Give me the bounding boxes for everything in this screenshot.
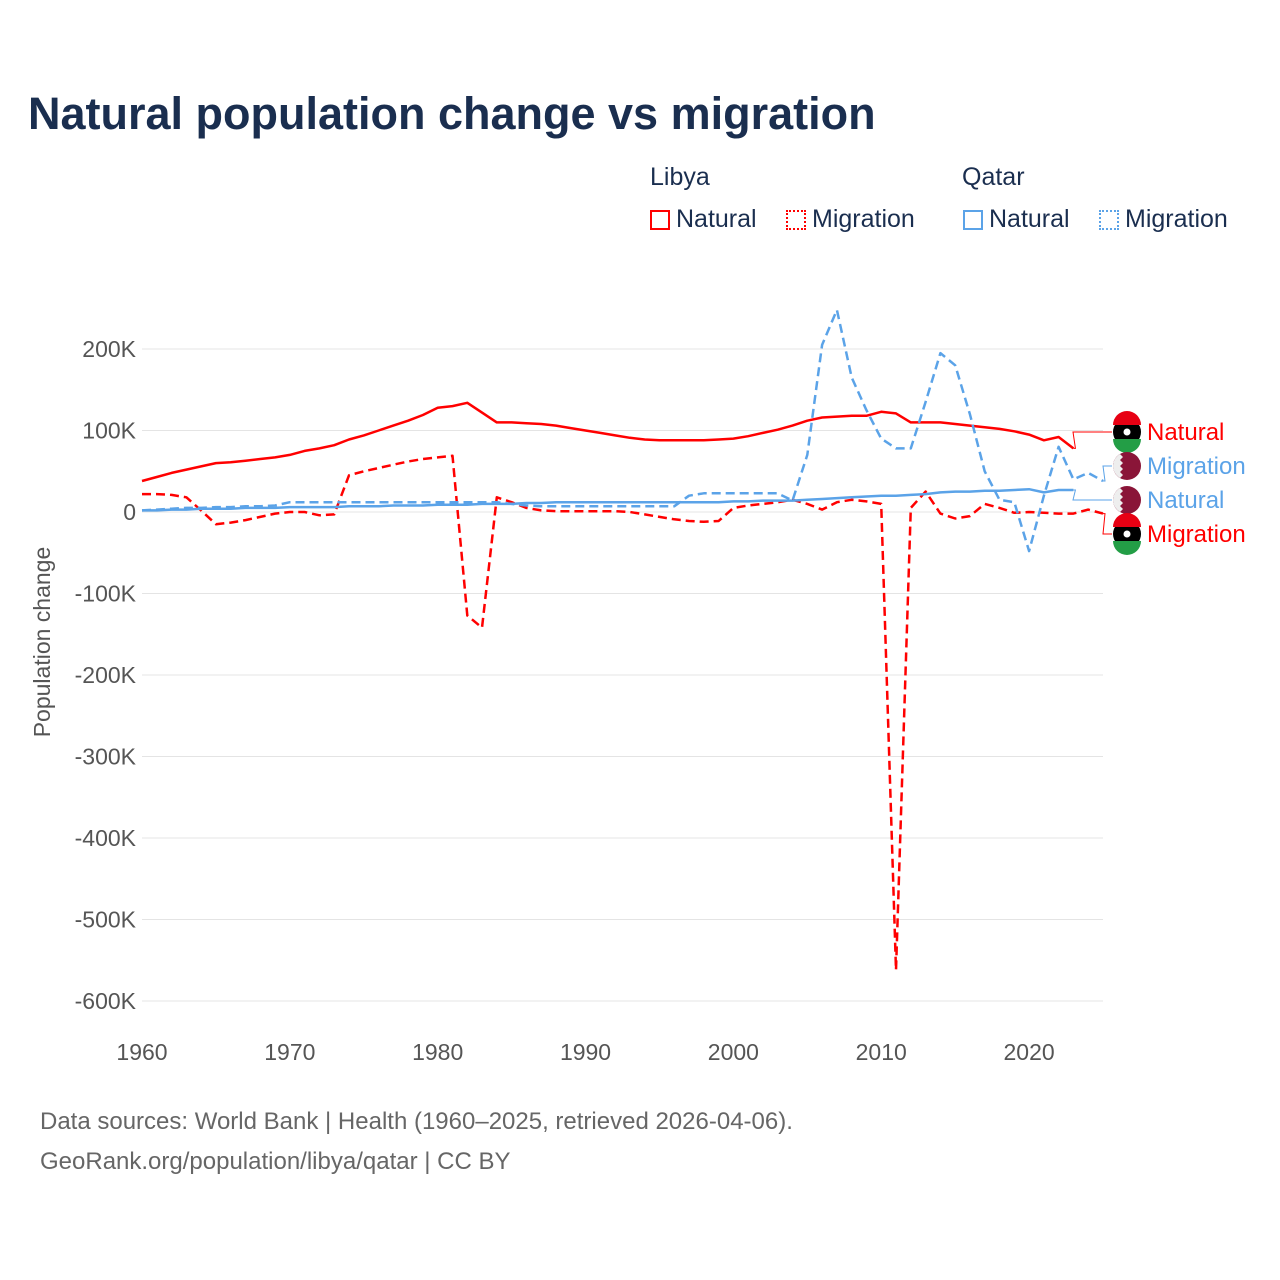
flag-libya-red [1113,513,1141,527]
x-tick-label: 1990 [560,1039,611,1065]
y-tick-label: -500K [75,907,137,933]
flag-qatar-white [1113,488,1123,512]
flag-libya-red [1113,411,1141,425]
x-tick-label: 2000 [708,1039,759,1065]
y-tick-label: -300K [75,744,137,770]
end-label: Migration [1147,521,1246,548]
end-label-connector [1072,489,1112,501]
end-label-connector [1072,431,1112,449]
flag-qatar-white [1113,454,1123,478]
footer-link[interactable]: GeoRank.org/population/libya/qatar | CC … [40,1148,511,1175]
legend-libya-migration[interactable]: Migration [786,205,915,234]
end-label-connector [1102,465,1112,482]
y-tick-label: -200K [75,662,137,688]
legend-label: Migration [812,205,915,233]
x-tick-label: 1960 [116,1039,167,1065]
flag-icon-qatar [1113,452,1141,480]
legend-group-title-libya: Libya [650,163,710,191]
flag-libya-crescent [1123,530,1131,538]
series-line-libya-natural [141,401,1075,483]
legend-swatch [650,210,670,230]
flag-libya-crescent [1123,428,1131,436]
flag-libya-green [1113,439,1141,453]
y-tick-label: -100K [75,581,137,607]
flag-icon-libya [1113,513,1141,555]
end-label: Natural [1147,419,1224,446]
end-label: Migration [1147,453,1246,480]
legend-swatch [1099,210,1119,230]
end-label: Natural [1147,487,1224,514]
legend-label: Natural [676,205,757,233]
legend-swatch [963,210,983,230]
x-tick-label: 2010 [856,1039,907,1065]
flag-icon-qatar [1113,486,1141,514]
y-tick-label: 0 [123,499,136,525]
legend-group-title-qatar: Qatar [962,163,1025,191]
flag-icon-libya [1113,411,1141,453]
y-axis-label: Population change [29,547,55,738]
series-line-qatar-migration [141,308,1104,553]
x-tick-label: 1970 [264,1039,315,1065]
legend-qatar-natural[interactable]: Natural [963,205,1070,234]
legend-label: Migration [1125,205,1228,233]
y-tick-label: -400K [75,825,137,851]
legend-swatch [786,210,806,230]
legend-label: Natural [989,205,1070,233]
flag-libya-green [1113,541,1141,555]
end-label-connector [1102,513,1112,535]
y-tick-label: -600K [75,988,137,1014]
footer-sources: Data sources: World Bank | Health (1960–… [40,1108,793,1135]
x-tick-label: 1980 [412,1039,463,1065]
series-line-libya-migration [142,454,1104,972]
y-tick-label: 100K [82,418,136,444]
legend-qatar-migration[interactable]: Migration [1099,205,1228,234]
series-line-qatar-natural [142,487,1074,512]
x-tick-label: 2020 [1003,1039,1054,1065]
legend-libya-natural[interactable]: Natural [650,205,757,234]
y-tick-label: 200K [82,336,136,362]
chart-title: Natural population change vs migration [28,88,876,139]
